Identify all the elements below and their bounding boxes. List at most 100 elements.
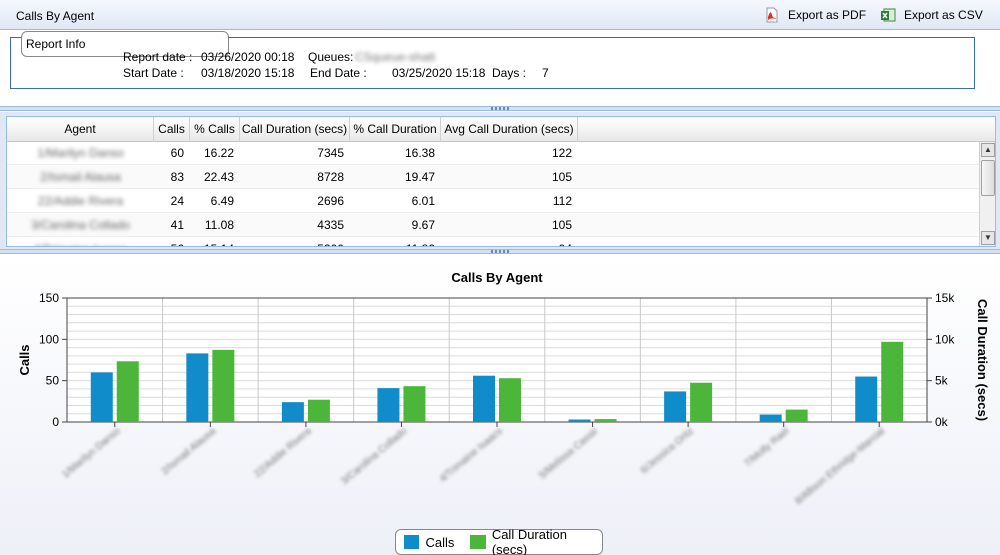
y-tick-label: 50	[46, 374, 60, 388]
x-tick-label: 2/Ismail Alausa	[160, 426, 219, 478]
window-title: Calls By Agent	[16, 9, 95, 23]
days-value: 7	[542, 66, 549, 80]
y-tick-label: 100	[39, 332, 59, 346]
col-pct-calls[interactable]: % Calls	[190, 117, 240, 142]
legend-swatch-calls	[404, 535, 420, 549]
bar-calls	[759, 414, 782, 422]
cell-agent: 4/Trimaine Isaacs	[7, 238, 154, 246]
cell-duration: 8728	[317, 170, 344, 184]
report-date-label: Report date :	[123, 50, 193, 64]
calls-by-agent-chart: Calls By Agent 0 50 100 150 0k 5k 10k 15k Calls Ca…	[17, 270, 990, 507]
y2-tick-label: 0k	[935, 415, 949, 429]
bar-call-duration	[594, 419, 617, 422]
bar-calls	[281, 402, 304, 422]
report-date-value: 03/26/2020 00:18	[201, 50, 295, 64]
grid-panel: Agent Calls % Calls Call Duration (secs)…	[0, 112, 1000, 249]
splitter-grip[interactable]	[491, 250, 509, 253]
legend-swatch-duration	[470, 535, 486, 549]
chart-title: Calls By Agent	[451, 270, 543, 285]
cell-avg: 122	[551, 146, 572, 160]
start-date-label: Start Date :	[123, 66, 184, 80]
report-info-panel: Report Info Report date : 03/26/2020 00:…	[0, 31, 1000, 106]
x-tick-label: 5/Melissa Cassir	[537, 425, 601, 481]
x-tick-label: 22/Addie Rivera	[252, 426, 314, 480]
agent-table: Agent Calls % Calls Call Duration (secs)…	[6, 116, 996, 247]
cell-pct-calls: 22.43	[203, 170, 234, 184]
bar-call-duration	[690, 382, 713, 422]
cell-avg: 105	[551, 170, 572, 184]
legend-label-calls[interactable]: Calls	[425, 534, 455, 550]
x-tick-label: 3/Carolina Collado	[339, 426, 409, 488]
col-call-duration[interactable]: Call Duration (secs)	[240, 117, 350, 142]
table-row[interactable]: 3/Carolina Collado 41 11.08 4335 9.67 105	[7, 214, 979, 237]
scroll-up-button[interactable]: ▲	[981, 143, 995, 157]
cell-pct-duration: 19.47	[404, 170, 435, 184]
col-agent[interactable]: Agent	[7, 117, 154, 142]
bar-calls	[186, 353, 209, 422]
cell-agent: 22/Addie Rivera	[37, 194, 124, 208]
title-bar: Calls By Agent Export as PDF Export as C…	[0, 0, 1000, 30]
bottom-splitter[interactable]	[0, 249, 1000, 254]
table-scrollbar[interactable]: ▲ ▼	[979, 142, 995, 246]
cell-calls: 24	[170, 194, 184, 208]
y-axis-label: Calls	[17, 344, 32, 375]
export-csv-label: Export as CSV	[904, 8, 983, 22]
cell-pct-calls: 15.14	[190, 238, 240, 246]
bar-calls	[90, 372, 113, 422]
top-splitter[interactable]	[0, 106, 1000, 111]
bar-call-duration	[785, 409, 808, 422]
bar-call-duration	[212, 349, 235, 422]
y2-tick-label: 15k	[935, 291, 955, 305]
bar-calls	[473, 375, 495, 422]
y-tick-label: 150	[39, 291, 59, 305]
bar-calls	[568, 419, 591, 422]
chart-legend: Calls Call Duration (secs)	[395, 527, 603, 555]
cell-calls: 41	[170, 218, 184, 232]
table-row[interactable]: 22/Addie Rivera 24 6.49 2696 6.01 112	[7, 190, 979, 213]
export-pdf-button[interactable]: Export as PDF	[764, 7, 866, 23]
report-info-fieldset: Report Info Report date : 03/26/2020 00:…	[10, 31, 975, 89]
scroll-down-button[interactable]: ▼	[981, 231, 995, 245]
cell-pct-calls: 16.22	[203, 146, 234, 160]
y2-tick-label: 5k	[935, 374, 949, 388]
legend-label-duration[interactable]: Call Duration (secs)	[491, 527, 567, 555]
cell-pct-calls: 11.08	[204, 218, 234, 232]
cell-avg: 105	[551, 218, 572, 232]
col-avg-call-duration[interactable]: Avg Call Duration (secs)	[441, 117, 578, 142]
x-tick-label: 1/Marilyn Danso	[60, 426, 123, 481]
scroll-thumb[interactable]	[981, 160, 995, 196]
bar-call-duration	[403, 386, 426, 422]
table-row[interactable]: 1/Marilyn Danso 60 16.22 7345 16.38 122	[7, 142, 979, 165]
col-pct-call-duration[interactable]: % Call Duration	[350, 117, 441, 142]
bar-calls	[855, 376, 878, 422]
cell-pct-duration: 16.38	[404, 146, 435, 160]
report-info-legend: Report Info	[21, 31, 229, 57]
queues-label: Queues:	[308, 50, 354, 64]
cell-pct-duration: 11.82	[350, 238, 441, 246]
export-pdf-label: Export as PDF	[788, 8, 867, 22]
cell-avg: 94	[441, 238, 578, 246]
cell-agent: 3/Carolina Collado	[31, 218, 130, 232]
cell-duration: 2696	[317, 194, 344, 208]
cell-calls: 56	[154, 238, 190, 246]
cell-agent: 2/Ismail Alausa	[40, 170, 121, 184]
cell-duration: 5300	[240, 238, 350, 246]
export-csv-button[interactable]: Export as CSV	[880, 7, 983, 23]
col-calls[interactable]: Calls	[154, 117, 190, 142]
chart-panel: Calls By Agent 0 50 100 150 0k 5k 10k 15k Calls Ca…	[0, 255, 1000, 555]
bar-call-duration	[499, 378, 521, 422]
bar-call-duration	[881, 341, 904, 422]
table-row[interactable]: 2/Ismail Alausa 83 22.43 8728 19.47 105	[7, 166, 979, 189]
cell-pct-calls: 6.49	[210, 194, 234, 208]
table-row[interactable]: 4/Trimaine Isaacs5615.14530011.8294	[7, 238, 979, 246]
y-tick-label: 0	[52, 415, 59, 429]
cell-calls: 60	[170, 146, 184, 160]
x-tick-label: 7/Molly Rael	[742, 426, 791, 470]
y2-tick-label: 10k	[935, 332, 955, 346]
splitter-grip[interactable]	[491, 107, 509, 110]
bar-call-duration	[116, 361, 139, 422]
bar-calls	[664, 391, 687, 422]
table-header: Agent Calls % Calls Call Duration (secs)…	[7, 117, 995, 142]
cell-calls: 83	[170, 170, 184, 184]
y2-axis-label: Call Duration (secs)	[975, 299, 990, 421]
